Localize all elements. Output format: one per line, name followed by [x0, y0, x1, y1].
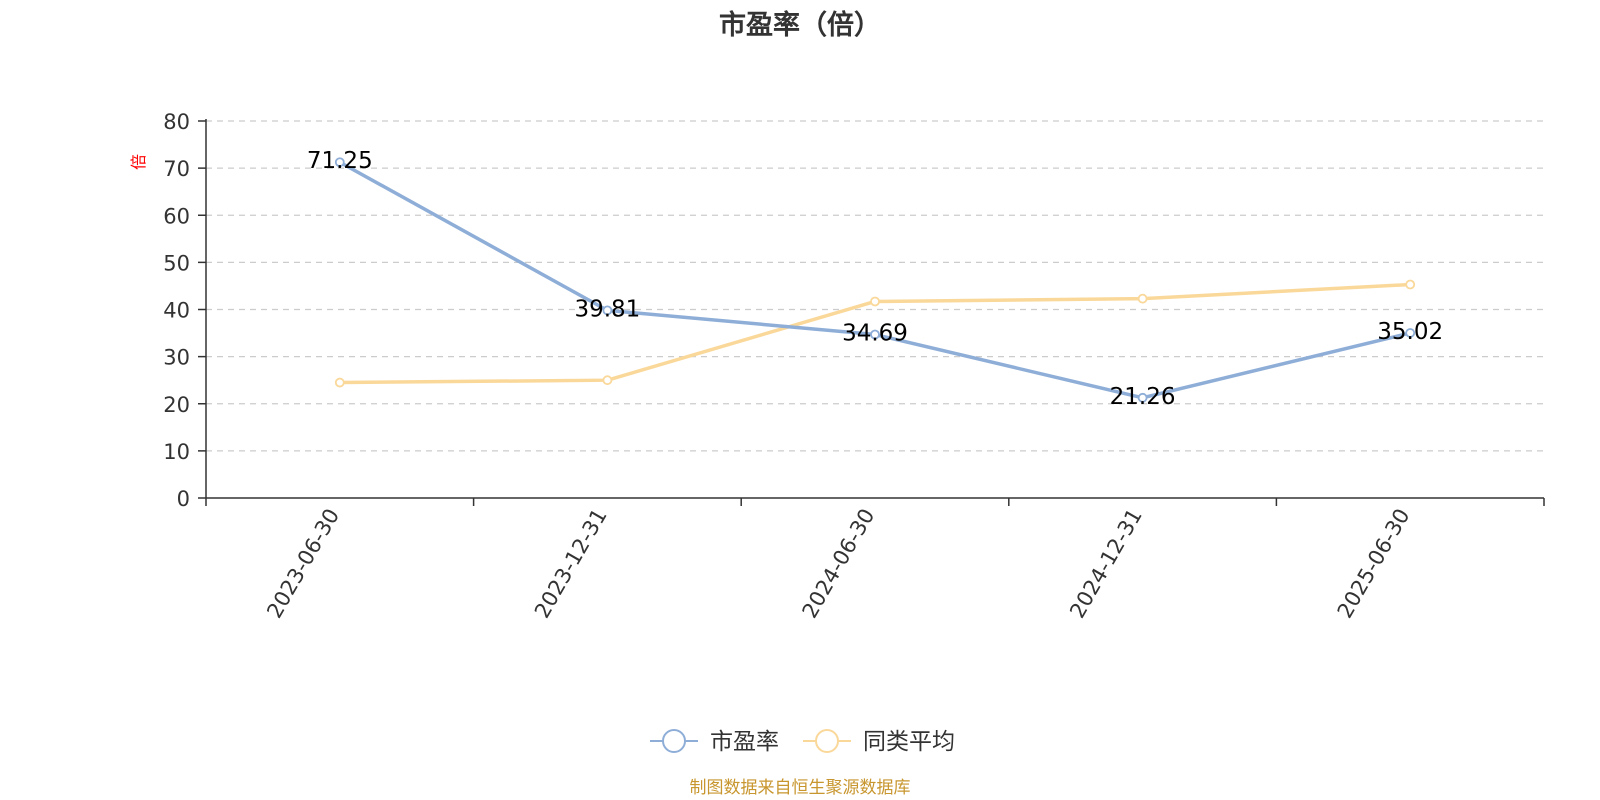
legend-marker — [662, 729, 686, 753]
data-point — [334, 157, 345, 168]
legend-label: 市盈率 — [710, 729, 779, 755]
axes: 0 10 20 30 40 50 60 70 80 2023-06-30 2023-12-31 202… — [163, 110, 1545, 623]
data-point — [1405, 328, 1416, 338]
y-tick-label: 10 — [163, 440, 190, 464]
y-tick-label: 30 — [163, 346, 190, 370]
data-point — [334, 377, 345, 388]
data-labels: 71.25 39.81 34.69 21.26 35.02 — [307, 148, 1443, 410]
y-axis-unit-label: 倍 — [129, 154, 148, 170]
x-tick-label: 2023-06-30 — [262, 505, 344, 623]
y-tick-label: 20 — [163, 393, 190, 417]
legend-label: 同类平均 — [863, 729, 955, 755]
data-label: 21.26 — [1110, 384, 1176, 410]
x-tick-label: 2024-06-30 — [798, 505, 880, 623]
data-label: 34.69 — [842, 321, 908, 347]
data-label: 35.02 — [1377, 319, 1443, 345]
series-line — [338, 160, 1411, 400]
data-point — [870, 329, 880, 340]
data-label: 39.81 — [574, 296, 640, 322]
data-point — [1137, 392, 1148, 403]
chart-title: 市盈率（倍） — [719, 9, 881, 41]
data-label: 71.25 — [307, 148, 373, 174]
data-point — [602, 305, 613, 316]
x-tick-label: 2024-12-31 — [1065, 505, 1147, 623]
series-lines — [334, 157, 1416, 403]
data-point — [1405, 279, 1416, 290]
y-tick-label: 60 — [163, 204, 190, 228]
y-tick-label: 70 — [163, 157, 190, 181]
y-tick-label: 50 — [163, 251, 190, 275]
grid-lines — [206, 120, 1544, 452]
y-tick-label: 0 — [177, 487, 190, 511]
y-tick-label: 80 — [163, 110, 190, 134]
y-tick-label: 40 — [163, 299, 190, 323]
x-tick-label: 2023-12-31 — [530, 505, 612, 623]
x-tick-label: 2025-06-30 — [1333, 505, 1415, 623]
data-point — [870, 296, 880, 307]
source-note: 制图数据来自恒生聚源数据库 — [690, 778, 911, 798]
legend: 市盈率 同类平均 — [650, 729, 955, 755]
data-point — [602, 375, 613, 386]
data-point — [1137, 293, 1148, 304]
legend-marker — [815, 729, 839, 753]
